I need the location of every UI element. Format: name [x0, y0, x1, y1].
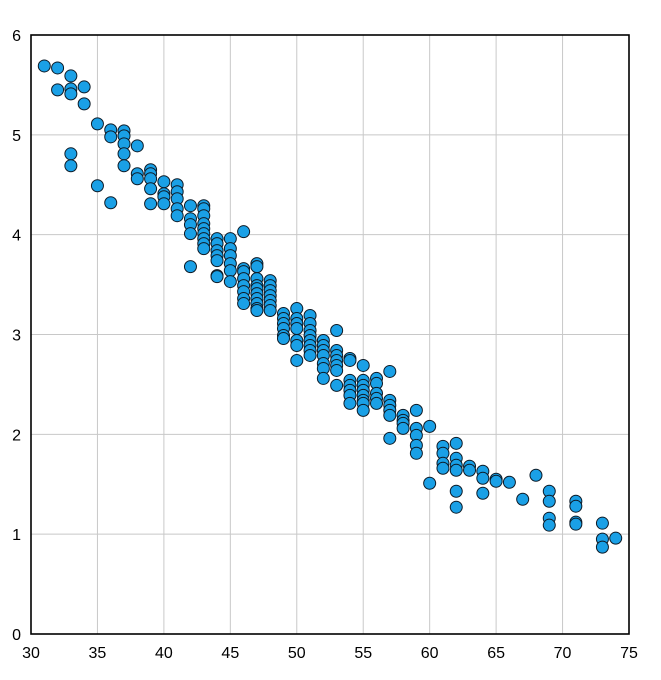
- y-tick-label: 3: [12, 328, 21, 345]
- scatter-point: [223, 275, 237, 289]
- scatter-point: [237, 225, 251, 239]
- scatter-point: [343, 396, 357, 410]
- scatter-point: [117, 159, 131, 173]
- scatter-point: [51, 61, 65, 75]
- scatter-point: [250, 260, 264, 274]
- scatter-point: [157, 175, 171, 189]
- scatter-point: [383, 408, 397, 422]
- y-tick-label: 4: [12, 228, 21, 245]
- scatter-point: [396, 421, 410, 435]
- scatter-point: [449, 436, 463, 450]
- scatter-point: [529, 468, 543, 482]
- scatter-point: [502, 475, 516, 489]
- y-tick-label: 2: [12, 427, 21, 444]
- scatter-point: [542, 494, 556, 508]
- scatter-point: [595, 540, 609, 554]
- scatter-point: [183, 227, 197, 241]
- scatter-point: [144, 182, 158, 196]
- scatter-point: [104, 196, 118, 210]
- scatter-point: [64, 159, 78, 173]
- x-tick-label: 30: [22, 645, 40, 662]
- scatter-point: [276, 331, 290, 345]
- y-tick-label: 0: [12, 627, 21, 644]
- x-tick-label: 45: [221, 645, 239, 662]
- x-tick-label: 35: [89, 645, 107, 662]
- scatter-point: [90, 179, 104, 193]
- scatter-point: [303, 348, 317, 362]
- scatter-point: [90, 117, 104, 131]
- scatter-point: [64, 87, 78, 101]
- scatter-point: [569, 517, 583, 531]
- scatter-point: [542, 518, 556, 532]
- scatter-point: [383, 364, 397, 378]
- scatter-point: [343, 353, 357, 367]
- scatter-point: [316, 371, 330, 385]
- y-axis-tick-labels: 0 1 2 3 4 5 6: [12, 28, 21, 644]
- scatter-point: [77, 97, 91, 111]
- x-tick-label: 70: [554, 645, 572, 662]
- y-tick-label: 5: [12, 128, 21, 145]
- scatter-point: [609, 531, 623, 545]
- scatter-point: [210, 270, 224, 284]
- scatter-point: [449, 500, 463, 514]
- scatter-point: [463, 463, 477, 477]
- scatter-point: [37, 59, 51, 73]
- scatter-point: [77, 80, 91, 94]
- scatter-point: [290, 322, 304, 336]
- x-axis-tick-labels: 30 35 40 45 50 55 60 65 70 75: [22, 645, 638, 662]
- x-tick-label: 55: [354, 645, 372, 662]
- scatter-point: [223, 264, 237, 278]
- scatter-point: [183, 260, 197, 274]
- scatter-point: [183, 199, 197, 213]
- scatter-point: [516, 492, 530, 506]
- x-tick-label: 65: [487, 645, 505, 662]
- scatter-point: [423, 476, 437, 490]
- y-tick-label: 6: [12, 28, 21, 45]
- x-tick-label: 50: [288, 645, 306, 662]
- x-tick-label: 40: [155, 645, 173, 662]
- scatter-point: [489, 474, 503, 488]
- scatter-point: [383, 431, 397, 445]
- scatter-point: [409, 403, 423, 417]
- scatter-point: [409, 446, 423, 460]
- data-points: [37, 59, 623, 554]
- scatter-point: [330, 324, 344, 338]
- scatter-point: [449, 484, 463, 498]
- plot-frame: [30, 34, 630, 635]
- scatter-point: [197, 242, 211, 256]
- scatter-point: [330, 378, 344, 392]
- scatter-point: [117, 147, 131, 161]
- x-tick-label: 75: [620, 645, 638, 662]
- scatter-point: [51, 83, 65, 97]
- scatter-point: [476, 486, 490, 500]
- scatter-point: [250, 304, 264, 318]
- scatter-point: [170, 209, 184, 223]
- scatter-point: [237, 297, 251, 311]
- scatter-point: [330, 363, 344, 377]
- scatter-point: [210, 254, 224, 268]
- scatter-point: [263, 304, 277, 318]
- scatter-point: [157, 197, 171, 211]
- scatter-point: [370, 396, 384, 410]
- scatter-point: [290, 353, 304, 367]
- scatter-point: [356, 358, 370, 372]
- scatter-point: [595, 516, 609, 530]
- scatter-point: [436, 461, 450, 475]
- scatter-point: [356, 403, 370, 417]
- scatter-point: [130, 139, 144, 153]
- scatter-point: [569, 499, 583, 513]
- scatter-point: [64, 147, 78, 161]
- scatter-point: [130, 172, 144, 186]
- scatter-point: [104, 130, 118, 144]
- scatter-point: [476, 471, 490, 485]
- scatter-point: [64, 69, 78, 83]
- scatter-point: [449, 463, 463, 477]
- x-tick-label: 60: [421, 645, 439, 662]
- y-tick-label: 1: [12, 527, 21, 544]
- scatter-point: [290, 338, 304, 352]
- scatter-point: [423, 419, 437, 433]
- scatter-point: [144, 197, 158, 211]
